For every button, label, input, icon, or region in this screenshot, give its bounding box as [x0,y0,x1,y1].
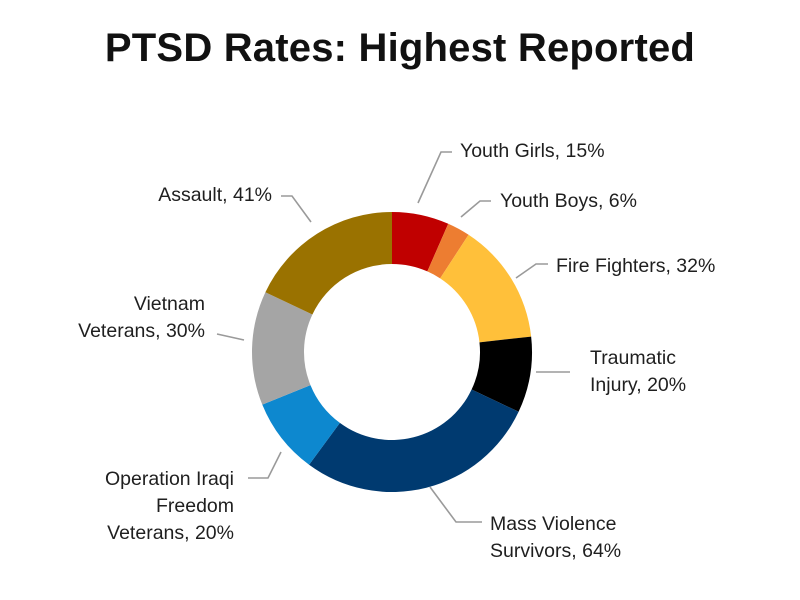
leader-line-operation-iraqi-freedom-veterans [248,451,282,479]
leader-lines [216,151,570,523]
slice-label-line: Youth Girls, 15% [460,140,605,162]
slice-label-mass-violence-survivors: Mass Violence Survivors, 64% [490,513,621,562]
slice-label-fire-fighters: Fire Fighters, 32% [556,255,715,277]
slice-youth-girls [392,212,449,272]
slice-vietnam-veterans [252,292,313,405]
leader-line-youth-girls [417,151,452,204]
slice-label-line: Assault, 41% [158,184,272,206]
slice-label-youth-girls: Youth Girls, 15% [460,140,605,162]
slice-assault [265,212,392,315]
slice-label-line: Mass Violence [490,513,616,535]
slice-label-line: Survivors, 64% [490,540,621,562]
slice-operation-iraqi-freedom-veterans [262,385,340,465]
slice-label-line: Injury, 20% [590,374,686,396]
leader-line-vietnam-veterans [216,333,245,341]
slice-label-line: Traumatic [590,347,676,369]
slice-label-line: Operation Iraqi [105,468,234,490]
leader-line-youth-boys [460,200,491,218]
donut-slices [252,212,532,493]
slice-label-line: Vietnam [134,293,205,315]
slice-label-operation-iraqi-freedom-veterans: Operation Iraqi Freedom Veterans, 20% [105,468,234,544]
slice-label-vietnam-veterans: Vietnam Veterans, 30% [78,293,205,342]
leader-line-fire-fighters [515,263,548,279]
slice-label-line: Youth Boys, 6% [500,190,637,212]
slice-traumatic-injury [471,336,532,412]
slice-labels: Youth Girls, 15% Youth Boys, 6% Fire Fight… [78,140,715,562]
slice-label-assault: Assault, 41% [158,184,272,206]
slice-label-traumatic-injury: Traumatic Injury, 20% [590,347,686,396]
slice-label-line: Veterans, 20% [107,522,234,544]
slice-label-youth-boys: Youth Boys, 6% [500,190,637,212]
leader-line-mass-violence-survivors [429,486,482,523]
chart-title: PTSD Rates: Highest Reported [104,26,696,70]
slice-youth-boys [427,223,469,279]
slice-label-line: Freedom [156,495,234,517]
leader-line-assault [281,195,312,223]
slice-fire-fighters [440,234,532,343]
slice-label-line: Fire Fighters, 32% [556,255,715,277]
slice-label-line: Veterans, 30% [78,320,205,342]
slice-mass-violence-survivors [309,389,519,493]
